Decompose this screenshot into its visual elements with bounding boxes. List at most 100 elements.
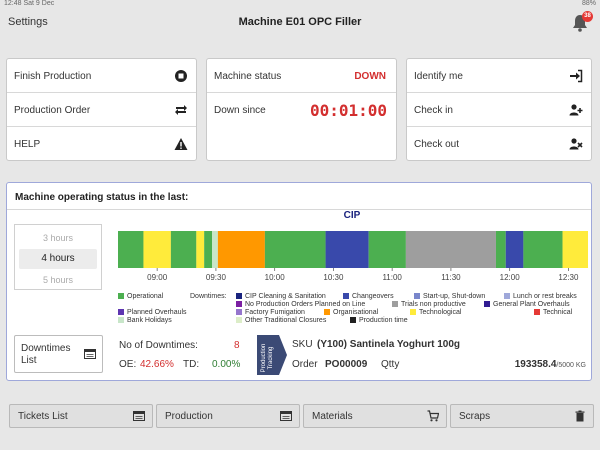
machine-status-row: Machine status DOWN	[207, 59, 396, 93]
machine-status-label: Machine status	[214, 71, 282, 82]
legend-item-2: Changeovers	[343, 293, 394, 300]
legend-label: Changeovers	[352, 293, 394, 300]
downtimes-count-label: No of Downtimes:	[119, 340, 198, 351]
legend-label: Planned Overhauls	[127, 309, 187, 316]
legend-item-13: Bank Holidays	[118, 317, 172, 324]
right-actions-panel: Identify me Check in Check out	[406, 58, 592, 161]
legend-swatch	[484, 301, 490, 307]
settings-link[interactable]: Settings	[8, 16, 48, 28]
timeline-segment-8	[325, 231, 369, 268]
legend-swatch	[236, 293, 242, 299]
legend-item-1: CIP Cleaning & Sanitation	[236, 293, 326, 300]
legend-swatch	[236, 309, 242, 315]
legend-item-0: Operational	[118, 293, 163, 300]
legend-label: Other Traditional Closures	[245, 317, 327, 324]
hours-picker[interactable]: 3 hours 4 hours 5 hours	[14, 224, 102, 290]
status-timeline-chart: 09:00 09:30 10:00 10:30 11:00 11:30 12:00 12:30	[118, 231, 588, 282]
stop-icon	[175, 70, 187, 82]
oe-label: OE:	[119, 359, 137, 370]
production-tracking-arrow	[279, 335, 287, 375]
machine-status-value: DOWN	[354, 71, 386, 82]
timeline-segment-6	[217, 231, 265, 268]
td-value: 0.00%	[212, 359, 241, 370]
production-order-button[interactable]: Production Order	[7, 93, 196, 127]
x-tick-label-5: 11:30	[441, 273, 461, 282]
down-since-row: Down since 00:01:00	[207, 93, 396, 127]
production-button[interactable]: Production	[156, 404, 300, 428]
legend-item-15: Production time	[350, 317, 408, 324]
repeat-icon	[175, 105, 187, 115]
legend-label: Organisational	[333, 309, 379, 316]
legend-label: Technological	[419, 309, 462, 316]
identify-me-button[interactable]: Identify me	[407, 59, 591, 93]
sku-label: SKU	[292, 339, 313, 350]
scraps-button[interactable]: Scraps	[450, 404, 594, 428]
check-in-button[interactable]: Check in	[407, 93, 591, 127]
status-bar: 12:48 Sat 9 Dec 88%	[0, 0, 600, 8]
top-bar: Settings Machine E01 OPC Filler 38	[0, 8, 600, 38]
check-out-button[interactable]: Check out	[407, 127, 591, 161]
legend-swatch	[504, 293, 510, 299]
legend-label: General Plant Overhauls	[493, 301, 570, 308]
legend-swatch	[350, 317, 356, 323]
user-remove-icon	[569, 138, 583, 150]
page-title: Machine E01 OPC Filler	[238, 16, 362, 28]
legend-item-10: Organisational	[324, 309, 378, 316]
legend-item-12: Technical	[534, 309, 572, 316]
legend-swatch	[414, 293, 420, 299]
legend-swatch	[324, 309, 330, 315]
left-actions-panel: Finish Production Production Order HELP	[6, 58, 197, 161]
hours-option-selected[interactable]: 4 hours	[19, 249, 97, 269]
legend-label: Production time	[359, 317, 408, 324]
legend-label: Start-up, Shut-down	[423, 293, 486, 300]
legend-item-7: General Plant Overhauls	[484, 301, 570, 308]
status-battery: 88%	[581, 0, 596, 7]
legend-item-6: Trials non productive	[392, 301, 466, 308]
finish-production-button[interactable]: Finish Production	[7, 59, 196, 93]
hours-option-5[interactable]: 5 hours	[42, 275, 74, 285]
notification-badge: 38	[582, 11, 593, 22]
legend-label: CIP Cleaning & Sanitation	[245, 293, 326, 300]
x-tick-label-6: 12:00	[500, 273, 521, 282]
production-tracking-tab[interactable]: Production Tracking	[257, 335, 279, 375]
timeline-segment-3	[196, 231, 205, 268]
legend-label: No Production Orders Planned on Line	[245, 301, 366, 308]
timeline-segment-12	[505, 231, 524, 268]
qtty-value: 193358.4	[514, 359, 557, 370]
qtty-readout: 193358.4/5000 KG	[515, 359, 586, 370]
list-icon	[280, 411, 292, 421]
legend-swatch	[343, 293, 349, 299]
x-tick-label-3: 10:30	[323, 273, 344, 282]
notifications-bell-icon[interactable]: 38	[572, 11, 593, 32]
timeline-segment-7	[264, 231, 326, 268]
warning-icon	[174, 138, 188, 150]
timeline-segment-11	[495, 231, 506, 268]
timeline-segment-14	[562, 231, 588, 268]
hours-option-3[interactable]: 3 hours	[42, 233, 74, 243]
legend-item-5: No Production Orders Planned on Line	[236, 301, 365, 308]
downtimes-list-button[interactable]: Downtimes List	[14, 335, 103, 373]
cart-icon	[427, 410, 439, 422]
list-icon	[84, 349, 96, 359]
oe-value: 42.66%	[140, 359, 174, 370]
legend-swatch	[236, 317, 242, 323]
legend-label: Trials non productive	[401, 301, 466, 308]
legend-label: Factory Fumigation	[245, 309, 305, 316]
timeline-segment-9	[368, 231, 406, 268]
list-icon	[133, 411, 145, 421]
qtty-target: /5000 KG	[556, 362, 586, 369]
order-value: PO00009	[325, 359, 368, 370]
help-button[interactable]: HELP	[7, 127, 196, 161]
sign-in-icon	[570, 69, 583, 83]
timeline-segment-13	[523, 231, 563, 268]
legend-item-9: Factory Fumigation	[236, 309, 305, 316]
legend-label: Operational	[127, 293, 164, 300]
materials-button[interactable]: Materials	[303, 404, 447, 428]
timeline-segment-1	[143, 231, 171, 268]
x-tick-label-7: 12:30	[558, 273, 579, 282]
timeline-segment-2	[170, 231, 197, 268]
legend-item-4: Lunch or rest breaks	[504, 293, 577, 300]
tickets-list-button[interactable]: Tickets List	[9, 404, 153, 428]
legend-swatch	[118, 293, 124, 299]
legend-label: Technical	[543, 309, 573, 316]
